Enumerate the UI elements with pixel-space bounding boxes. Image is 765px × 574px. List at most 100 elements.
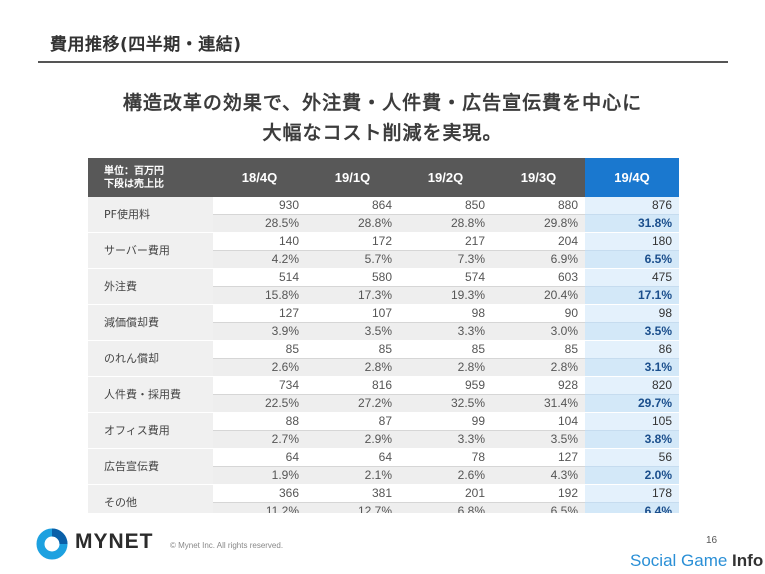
- sales-ratio-cell: 3.1%: [585, 358, 679, 377]
- cost-value-cell: 140: [213, 232, 306, 251]
- watermark: Social Game Info: [630, 551, 763, 571]
- table-row: オフィス費用 88 87 99 104 105: [88, 412, 679, 449]
- cost-value-cell: 178: [585, 484, 679, 503]
- sales-ratio-cell: 2.6%: [399, 466, 492, 485]
- sales-ratio-cell: 2.7%: [213, 430, 306, 449]
- row-label: サーバー費用: [88, 232, 213, 269]
- sales-ratio-cell: 2.9%: [306, 430, 399, 449]
- table-row-ratio: 3.9% 3.5% 3.3% 3.0% 3.5%: [88, 322, 679, 341]
- cost-value-cell: 64: [306, 448, 399, 467]
- row-label: 人件費・採用費: [88, 376, 213, 413]
- cost-value-cell: 204: [492, 232, 585, 251]
- sales-ratio-cell: 2.0%: [585, 466, 679, 485]
- sales-ratio-cell: 2.8%: [399, 358, 492, 377]
- cost-value-cell: 381: [306, 484, 399, 503]
- table-row-ratio: 22.5% 27.2% 32.5% 31.4% 29.7%: [88, 394, 679, 413]
- watermark-light: Social Game: [630, 551, 733, 570]
- sales-ratio-cell: 3.5%: [492, 430, 585, 449]
- cost-value-cell: 98: [585, 304, 679, 323]
- table-row: 広告宣伝費 64 64 78 127 56: [88, 448, 679, 485]
- table-body: PF使用料 930 864 850 880 876 28.5% 28.8% 28.8% 29.8%…: [88, 197, 679, 521]
- cost-value-cell: 98: [399, 304, 492, 323]
- cost-value-cell: 959: [399, 376, 492, 395]
- headline-line-1: 構造改革の効果で、外注費・人件費・広告宣伝費を中心に: [122, 92, 643, 114]
- cost-value-cell: 105: [585, 412, 679, 431]
- table-row-ratio: 2.7% 2.9% 3.3% 3.5% 3.8%: [88, 430, 679, 449]
- cost-value-cell: 104: [492, 412, 585, 431]
- sales-ratio-cell: 1.9%: [213, 466, 306, 485]
- cost-value-cell: 64: [213, 448, 306, 467]
- table-row: PF使用料 930 864 850 880 876: [88, 197, 679, 233]
- table-row: 外注費 514 580 574 603 475: [88, 268, 679, 305]
- unit-line-2: 下段は売上比: [104, 178, 164, 190]
- cost-value-cell: 78: [399, 448, 492, 467]
- table-header-row: 単位：百万円 下段は売上比 18/4Q 19/1Q 19/2Q 19/3Q 19…: [88, 158, 679, 197]
- cost-value-cell: 574: [399, 268, 492, 287]
- cost-value-cell: 475: [585, 268, 679, 287]
- cost-value-cell: 930: [213, 197, 306, 215]
- table-row-ratio: 1.9% 2.1% 2.6% 4.3% 2.0%: [88, 466, 679, 485]
- sales-ratio-cell: 17.3%: [306, 286, 399, 305]
- row-label: のれん償却: [88, 340, 213, 377]
- cost-value-cell: 87: [306, 412, 399, 431]
- title-divider: [38, 61, 728, 63]
- cost-value-cell: 514: [213, 268, 306, 287]
- table-row-ratio: 15.8% 17.3% 19.3% 20.4% 17.1%: [88, 286, 679, 305]
- table-row-ratio: 4.2% 5.7% 7.3% 6.9% 6.5%: [88, 250, 679, 269]
- sales-ratio-cell: 7.3%: [399, 250, 492, 269]
- cost-value-cell: 85: [399, 340, 492, 359]
- cost-value-cell: 192: [492, 484, 585, 503]
- cost-value-cell: 99: [399, 412, 492, 431]
- table-row-ratio: 28.5% 28.8% 28.8% 29.8% 31.8%: [88, 214, 679, 233]
- sales-ratio-cell: 19.3%: [399, 286, 492, 305]
- cost-value-cell: 816: [306, 376, 399, 395]
- cost-value-cell: 180: [585, 232, 679, 251]
- column-header: 19/3Q: [492, 158, 585, 197]
- cost-value-cell: 85: [306, 340, 399, 359]
- cost-value-cell: 85: [492, 340, 585, 359]
- sales-ratio-cell: 22.5%: [213, 394, 306, 413]
- sales-ratio-cell: 3.9%: [213, 322, 306, 341]
- sales-ratio-cell: 6.9%: [492, 250, 585, 269]
- sales-ratio-cell: 3.3%: [399, 430, 492, 449]
- cost-value-cell: 864: [306, 197, 399, 215]
- table-row-ratio: 2.6% 2.8% 2.8% 2.8% 3.1%: [88, 358, 679, 377]
- table-row: 減価償却費 127 107 98 90 98: [88, 304, 679, 341]
- sales-ratio-cell: 15.8%: [213, 286, 306, 305]
- cost-value-cell: 127: [213, 304, 306, 323]
- sales-ratio-cell: 2.8%: [306, 358, 399, 377]
- cost-value-cell: 880: [492, 197, 585, 215]
- sales-ratio-cell: 2.8%: [492, 358, 585, 377]
- cost-value-cell: 86: [585, 340, 679, 359]
- cost-value-cell: 107: [306, 304, 399, 323]
- sales-ratio-cell: 32.5%: [399, 394, 492, 413]
- column-header: 19/2Q: [399, 158, 492, 197]
- cost-table: 単位：百万円 下段は売上比 18/4Q 19/1Q 19/2Q 19/3Q 19…: [88, 158, 679, 521]
- cost-value-cell: 850: [399, 197, 492, 215]
- sales-ratio-cell: 3.8%: [585, 430, 679, 449]
- sales-ratio-cell: 2.6%: [213, 358, 306, 377]
- column-header: 18/4Q: [213, 158, 306, 197]
- company-logo-text: MYNET: [75, 530, 154, 553]
- sales-ratio-cell: 31.8%: [585, 214, 679, 233]
- row-label: オフィス費用: [88, 412, 213, 449]
- cost-value-cell: 56: [585, 448, 679, 467]
- cost-value-cell: 734: [213, 376, 306, 395]
- sales-ratio-cell: 29.8%: [492, 214, 585, 233]
- sales-ratio-cell: 6.5%: [585, 250, 679, 269]
- cost-value-cell: 217: [399, 232, 492, 251]
- sales-ratio-cell: 4.2%: [213, 250, 306, 269]
- sales-ratio-cell: 27.2%: [306, 394, 399, 413]
- table-row: サーバー費用 140 172 217 204 180: [88, 232, 679, 269]
- row-label: 減価償却費: [88, 304, 213, 341]
- column-header-highlight: 19/4Q: [585, 158, 679, 197]
- cost-value-cell: 603: [492, 268, 585, 287]
- sales-ratio-cell: 5.7%: [306, 250, 399, 269]
- sales-ratio-cell: 4.3%: [492, 466, 585, 485]
- column-header: 19/1Q: [306, 158, 399, 197]
- headline-line-2: 大幅なコスト削減を実現。: [262, 122, 503, 144]
- cost-value-cell: 366: [213, 484, 306, 503]
- sales-ratio-cell: 3.0%: [492, 322, 585, 341]
- cost-value-cell: 85: [213, 340, 306, 359]
- unit-line-1: 単位：百万円: [104, 165, 164, 177]
